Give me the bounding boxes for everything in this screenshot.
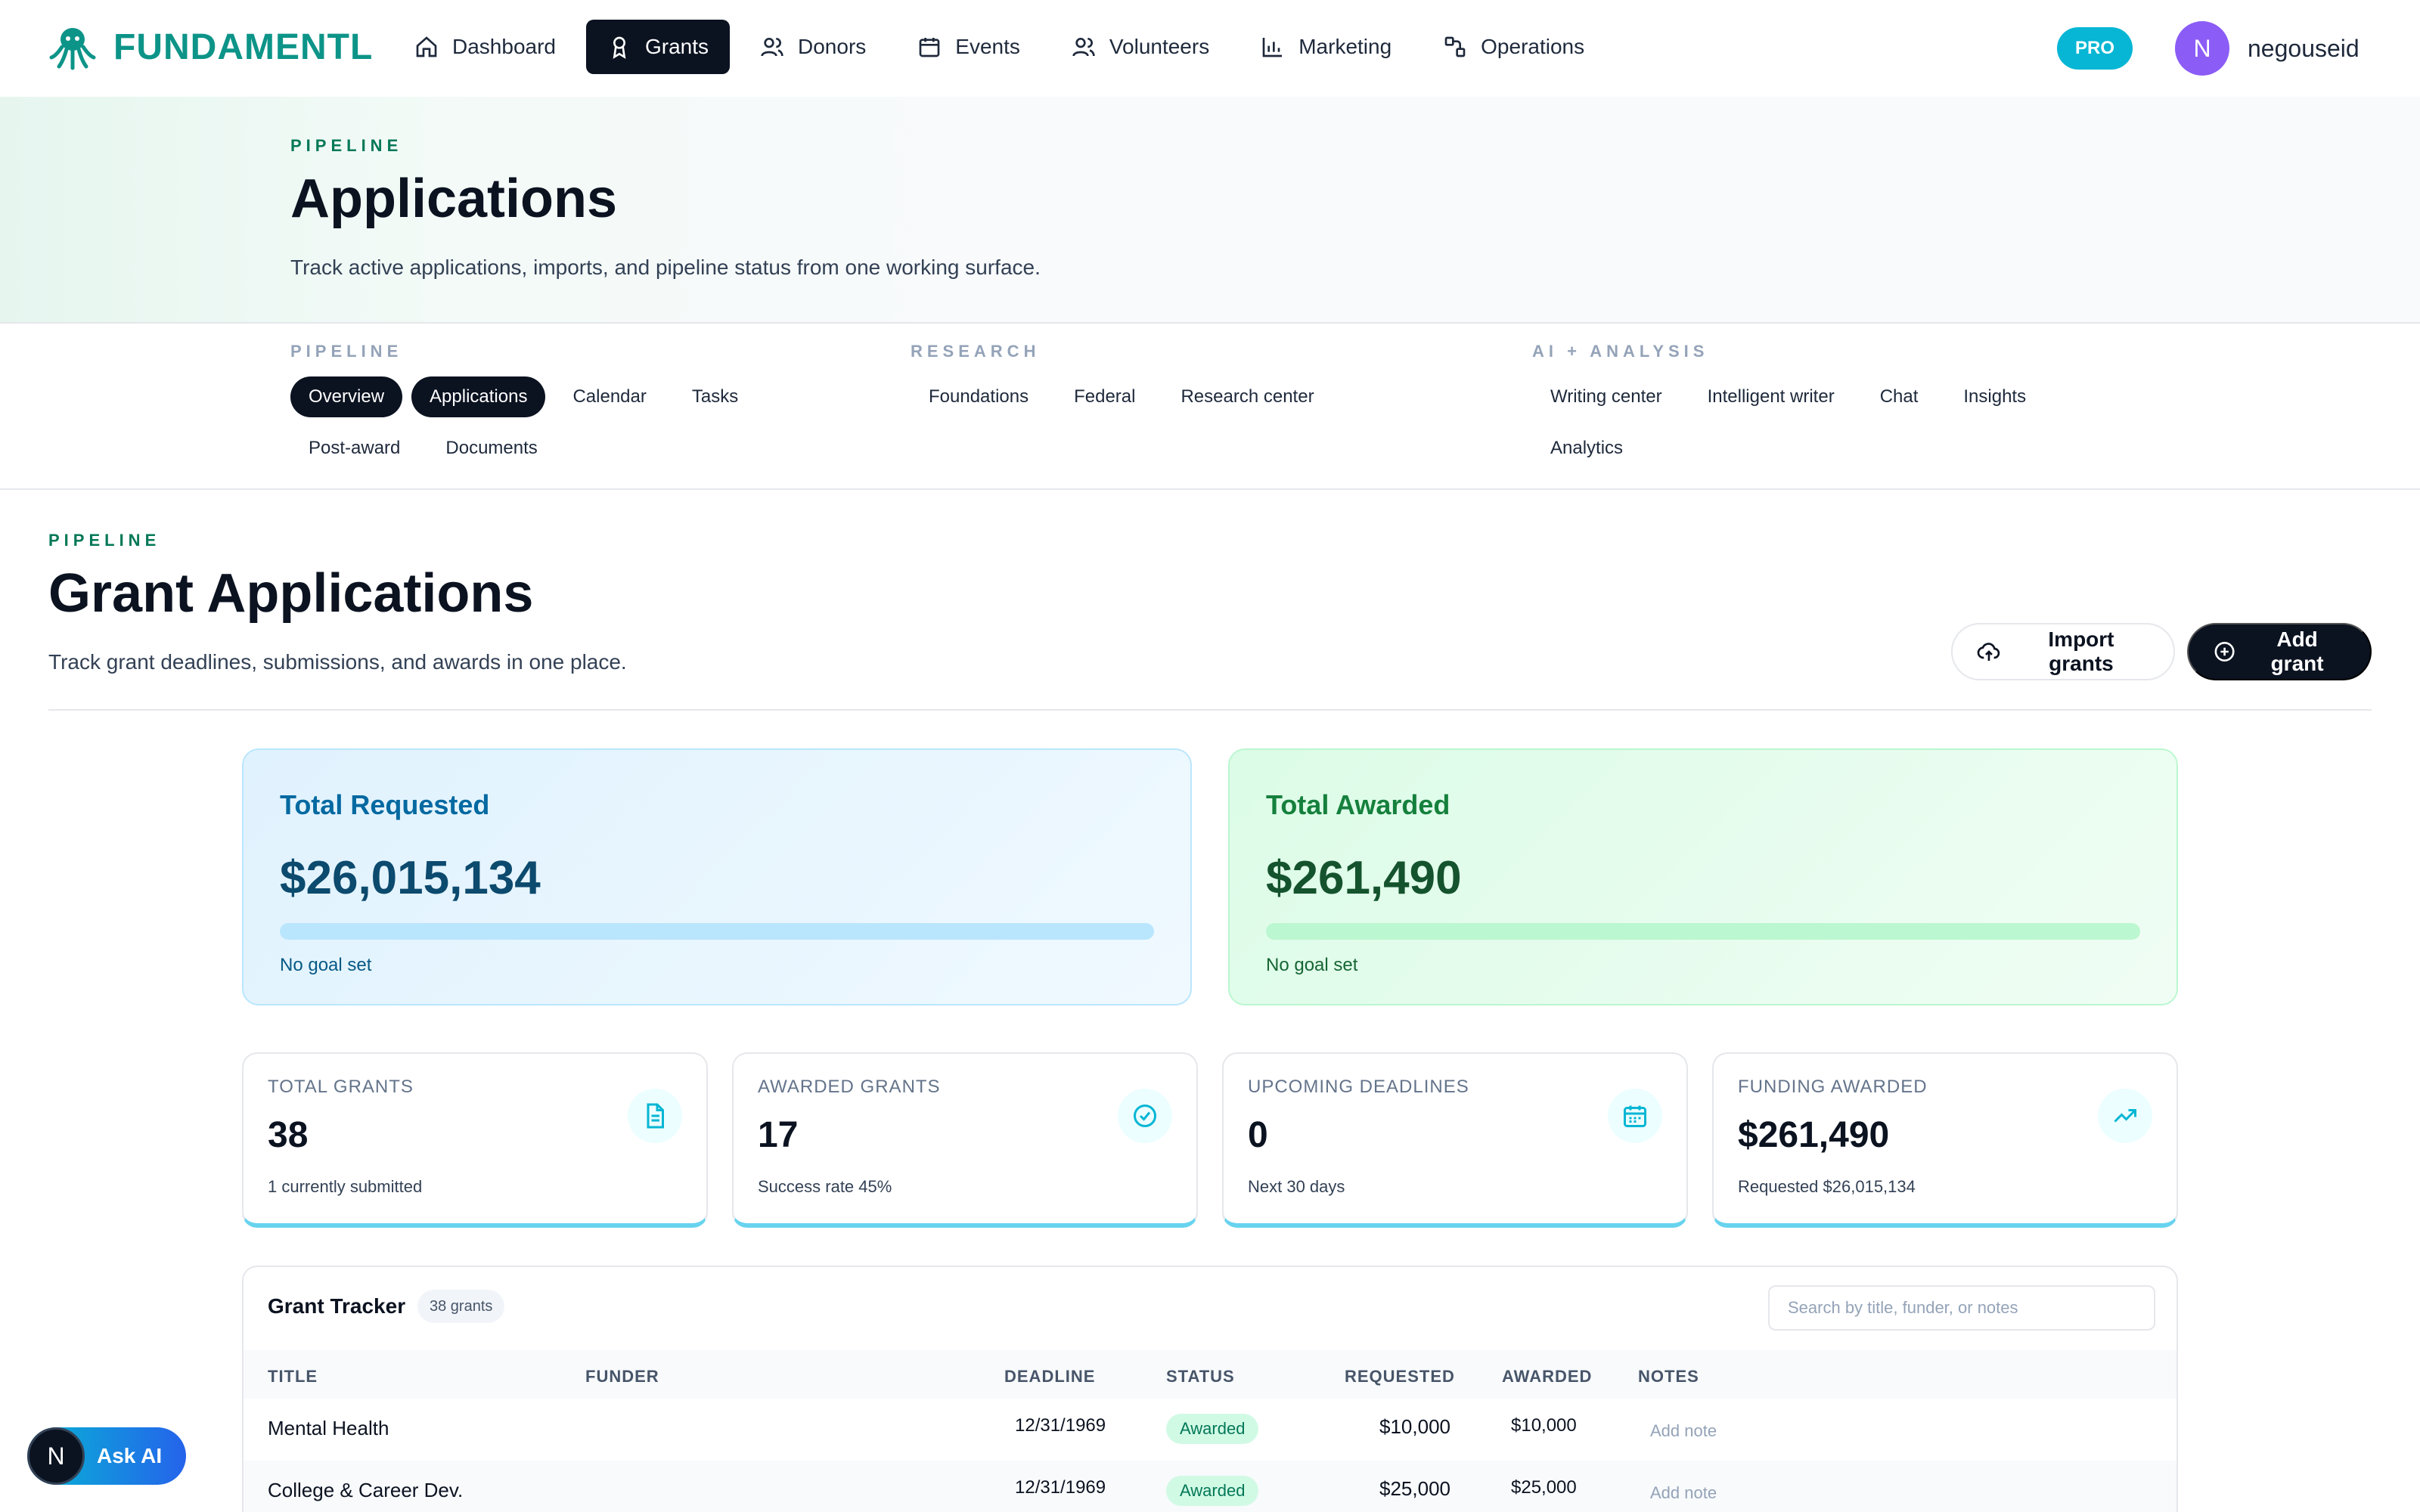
import-grants-button[interactable]: Import grants bbox=[1951, 623, 2175, 680]
subnav-overview[interactable]: Overview bbox=[290, 376, 403, 417]
total-requested-value: $26,015,134 bbox=[280, 852, 541, 904]
table-header: TITLE FUNDER DEADLINE STATUS REQUESTED A… bbox=[244, 1350, 2176, 1399]
nav-donors[interactable]: Donors bbox=[739, 20, 887, 74]
username: negouseid bbox=[2248, 34, 2360, 62]
status-badge: Awarded bbox=[1166, 1476, 1259, 1506]
tracker-title: Grant Tracker bbox=[268, 1294, 406, 1318]
page-subtitle: Track grant deadlines, submissions, and … bbox=[48, 650, 627, 674]
hero-eyebrow: PIPELINE bbox=[290, 136, 403, 155]
subnav-group-pipeline: PIPELINE Overview Applications Calendar … bbox=[290, 342, 756, 479]
search-input[interactable] bbox=[1768, 1285, 2155, 1331]
hero-subtitle: Track active applications, imports, and … bbox=[290, 256, 1041, 279]
subnav-intelligent-writer[interactable]: Intelligent writer bbox=[1707, 386, 1835, 407]
home-icon bbox=[416, 36, 437, 57]
users-icon bbox=[1072, 38, 1095, 57]
sub-nav: PIPELINE Overview Applications Calendar … bbox=[0, 324, 2420, 490]
logo[interactable]: FUNDAMENTL bbox=[48, 23, 373, 71]
subnav-insights[interactable]: Insights bbox=[1963, 386, 2027, 407]
nav-operations[interactable]: Operations bbox=[1422, 20, 1606, 74]
workflow-icon bbox=[1444, 36, 1466, 57]
check-circle-icon bbox=[1118, 1089, 1172, 1143]
subnav-foundations[interactable]: Foundations bbox=[929, 386, 1029, 407]
grant-tracker: Grant Tracker 38 grants TITLE FUNDER DEA… bbox=[242, 1266, 2178, 1512]
user-menu[interactable]: N negouseid bbox=[2175, 21, 2360, 76]
stat-total-grants: TOTAL GRANTS 38 1 currently submitted bbox=[242, 1052, 708, 1228]
requested-progress-bar bbox=[280, 923, 1154, 940]
subnav-research-center[interactable]: Research center bbox=[1181, 386, 1314, 407]
subnav-applications[interactable]: Applications bbox=[411, 376, 546, 417]
subnav-calendar[interactable]: Calendar bbox=[572, 386, 647, 407]
calendar-icon bbox=[919, 38, 940, 57]
document-icon bbox=[628, 1089, 682, 1143]
grant-count-badge: 38 grants bbox=[417, 1290, 505, 1323]
add-note-link[interactable]: Add note bbox=[1650, 1483, 1717, 1502]
chart-icon bbox=[1262, 38, 1283, 57]
stat-funding-awarded: FUNDING AWARDED $261,490 Requested $26,0… bbox=[1712, 1052, 2178, 1228]
pro-badge[interactable]: PRO bbox=[2057, 27, 2133, 70]
add-note-link[interactable]: Add note bbox=[1650, 1421, 1717, 1440]
users-icon bbox=[761, 38, 783, 57]
avatar: N bbox=[2175, 21, 2229, 76]
main-nav: Dashboard Grants Donors Events Volunteer… bbox=[393, 20, 1606, 74]
hero: PIPELINE Applications Track active appli… bbox=[0, 97, 2420, 324]
nav-marketing[interactable]: Marketing bbox=[1239, 20, 1413, 74]
total-requested-card: Total Requested $26,015,134 No goal set bbox=[242, 748, 1192, 1005]
brand-name: FUNDAMENTL bbox=[113, 26, 374, 67]
subnav-federal[interactable]: Federal bbox=[1074, 386, 1136, 407]
total-awarded-value: $261,490 bbox=[1266, 852, 1462, 904]
nav-events[interactable]: Events bbox=[896, 20, 1041, 74]
page-header: PIPELINE Grant Applications Track grant … bbox=[48, 490, 2372, 711]
stat-upcoming-deadlines: UPCOMING DEADLINES 0 Next 30 days bbox=[1222, 1052, 1688, 1228]
nav-dashboard[interactable]: Dashboard bbox=[393, 20, 577, 74]
top-nav: FUNDAMENTL Dashboard Grants Donors Event… bbox=[0, 0, 2420, 97]
ask-ai-avatar: N bbox=[27, 1427, 85, 1485]
page-title: Grant Applications bbox=[48, 563, 534, 624]
nav-volunteers[interactable]: Volunteers bbox=[1050, 20, 1230, 74]
subnav-documents[interactable]: Documents bbox=[445, 438, 538, 458]
subnav-chat[interactable]: Chat bbox=[1879, 386, 1919, 407]
total-awarded-card: Total Awarded $261,490 No goal set bbox=[1228, 748, 2178, 1005]
table-row[interactable]: College & Career Dev. 12/31/1969 Awarded… bbox=[244, 1461, 2176, 1512]
subnav-analytics[interactable]: Analytics bbox=[1550, 438, 1624, 458]
subnav-post-award[interactable]: Post-award bbox=[309, 438, 401, 458]
stat-awarded-grants: AWARDED GRANTS 17 Success rate 45% bbox=[732, 1052, 1198, 1228]
hero-title: Applications bbox=[290, 169, 618, 229]
subnav-tasks[interactable]: Tasks bbox=[691, 386, 739, 407]
nav-grants[interactable]: Grants bbox=[585, 20, 731, 74]
cloud-upload-icon bbox=[1977, 643, 2000, 661]
subnav-writing-center[interactable]: Writing center bbox=[1550, 386, 1662, 407]
subnav-group-research: RESEARCH Foundations Federal Research ce… bbox=[911, 342, 1333, 428]
ask-ai-label: Ask AI bbox=[97, 1444, 163, 1467]
status-badge: Awarded bbox=[1166, 1414, 1259, 1444]
calendar-icon bbox=[1608, 1089, 1662, 1143]
table-row[interactable]: Mental Health 12/31/1969 Awarded $10,000… bbox=[244, 1399, 2176, 1461]
awarded-progress-bar bbox=[1266, 923, 2140, 940]
octopus-icon bbox=[49, 28, 96, 70]
add-grant-button[interactable]: Add grant bbox=[2187, 623, 2372, 680]
plus-circle-icon bbox=[2214, 642, 2235, 662]
trending-up-icon bbox=[2098, 1089, 2152, 1143]
ask-ai-button[interactable]: N Ask AI bbox=[27, 1427, 186, 1485]
subnav-group-ai: AI + ANALYSIS Writing center Intelligent… bbox=[1532, 342, 2044, 479]
page-eyebrow: PIPELINE bbox=[48, 531, 161, 550]
award-icon bbox=[613, 36, 626, 59]
